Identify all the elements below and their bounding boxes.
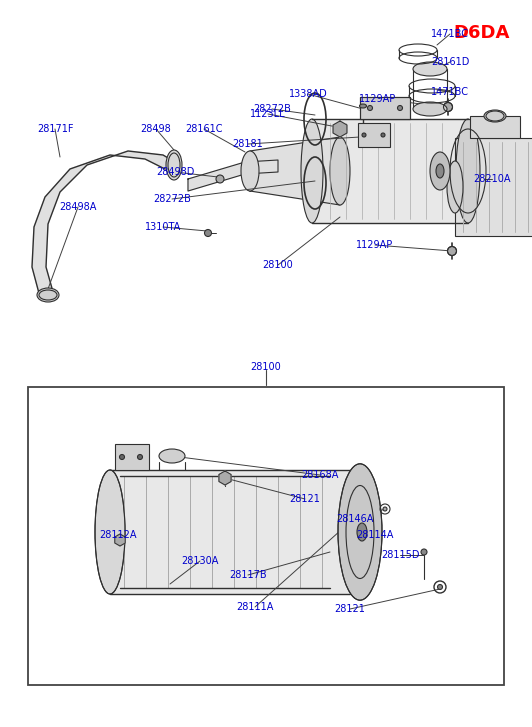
Text: 28498: 28498 <box>140 124 171 134</box>
Ellipse shape <box>37 288 59 302</box>
Ellipse shape <box>137 454 143 459</box>
Polygon shape <box>333 121 347 137</box>
Text: 28171F: 28171F <box>37 124 73 134</box>
Text: 28168A: 28168A <box>301 470 339 480</box>
Ellipse shape <box>301 119 323 223</box>
Ellipse shape <box>335 124 345 134</box>
Text: 28210A: 28210A <box>473 174 511 184</box>
Ellipse shape <box>362 133 366 137</box>
Ellipse shape <box>120 454 124 459</box>
Bar <box>360 97 410 119</box>
Ellipse shape <box>360 104 367 108</box>
Text: 28100: 28100 <box>251 362 281 372</box>
Ellipse shape <box>444 103 453 111</box>
Ellipse shape <box>338 464 382 601</box>
Ellipse shape <box>357 523 367 541</box>
Ellipse shape <box>484 110 506 122</box>
Ellipse shape <box>216 175 224 183</box>
Ellipse shape <box>447 161 463 213</box>
Bar <box>115 444 149 470</box>
Text: 1129AP: 1129AP <box>360 94 397 104</box>
Text: 28114A: 28114A <box>356 530 394 540</box>
Ellipse shape <box>436 164 444 178</box>
Text: 1471BC: 1471BC <box>431 29 469 39</box>
Polygon shape <box>219 471 231 485</box>
Text: 28161D: 28161D <box>431 57 469 67</box>
Text: 1338AD: 1338AD <box>289 89 327 99</box>
Text: D6DA: D6DA <box>454 24 510 42</box>
Bar <box>358 123 390 147</box>
Text: 28161C: 28161C <box>185 124 223 134</box>
Ellipse shape <box>159 449 185 463</box>
Text: 1471BC: 1471BC <box>431 87 469 97</box>
Text: 28121: 28121 <box>289 494 320 504</box>
Ellipse shape <box>456 119 480 223</box>
Ellipse shape <box>437 585 443 590</box>
Ellipse shape <box>430 152 450 190</box>
Text: 28272B: 28272B <box>253 104 291 114</box>
Ellipse shape <box>381 133 385 137</box>
Polygon shape <box>115 534 125 546</box>
Text: 28115D: 28115D <box>381 550 419 560</box>
Bar <box>360 97 410 119</box>
Polygon shape <box>250 137 340 205</box>
Text: 1310TA: 1310TA <box>145 222 181 232</box>
Text: 1123LL: 1123LL <box>250 109 286 119</box>
Text: 28117B: 28117B <box>229 570 267 580</box>
Ellipse shape <box>447 246 456 255</box>
Text: 28121: 28121 <box>335 604 365 614</box>
Text: 28498A: 28498A <box>59 202 97 212</box>
Bar <box>455 138 532 236</box>
Ellipse shape <box>95 470 125 594</box>
Text: 28111A: 28111A <box>236 602 273 612</box>
Ellipse shape <box>204 230 212 236</box>
Ellipse shape <box>413 102 447 116</box>
Polygon shape <box>188 160 278 191</box>
Text: 28272B: 28272B <box>153 194 191 204</box>
Text: 28112A: 28112A <box>99 530 137 540</box>
Bar <box>470 116 520 138</box>
Polygon shape <box>32 151 180 299</box>
Ellipse shape <box>397 105 403 111</box>
Ellipse shape <box>368 105 372 111</box>
Text: 28498D: 28498D <box>156 167 194 177</box>
Ellipse shape <box>166 150 182 180</box>
Ellipse shape <box>330 137 350 205</box>
Ellipse shape <box>421 549 427 555</box>
Ellipse shape <box>241 151 259 191</box>
Ellipse shape <box>413 62 447 76</box>
Ellipse shape <box>383 507 387 511</box>
Bar <box>28 387 504 685</box>
Text: 28130A: 28130A <box>181 556 219 566</box>
Text: 28146A: 28146A <box>336 514 373 524</box>
Text: 28181: 28181 <box>232 139 263 149</box>
Text: 28100: 28100 <box>263 260 293 270</box>
Bar <box>110 470 350 594</box>
Text: 1129AP: 1129AP <box>356 240 394 250</box>
Bar <box>312 119 468 223</box>
